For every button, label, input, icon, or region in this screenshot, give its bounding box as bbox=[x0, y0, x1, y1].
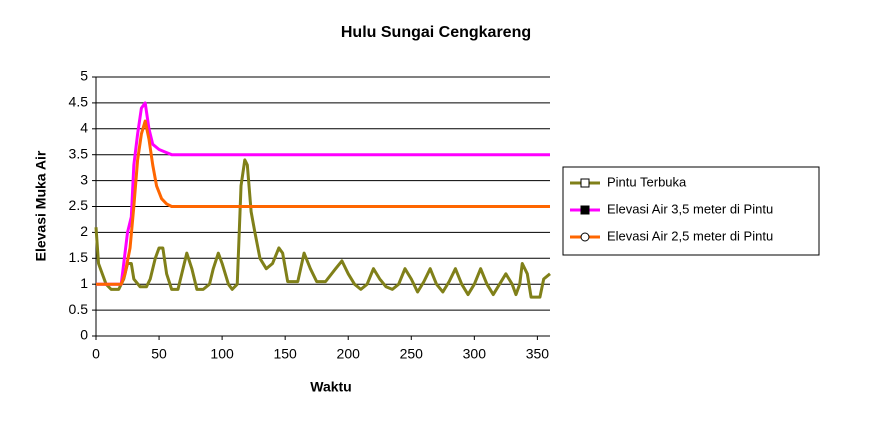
legend-text: Elevasi Air 3,5 meter di Pintu bbox=[607, 201, 773, 216]
chart-title: Hulu Sungai Cengkareng bbox=[341, 24, 531, 41]
x-tick-label: 200 bbox=[337, 346, 361, 362]
legend-text: Pintu Terbuka bbox=[607, 174, 687, 189]
legend-marker bbox=[580, 232, 590, 242]
y-tick-label: 0.5 bbox=[69, 301, 89, 317]
legend-text: Elevasi Air 2,5 meter di Pintu bbox=[607, 228, 773, 243]
x-tick-label: 300 bbox=[463, 346, 487, 362]
x-tick-label: 0 bbox=[92, 346, 100, 362]
x-tick-label: 150 bbox=[273, 346, 297, 362]
y-tick-label: 1 bbox=[80, 275, 88, 291]
y-tick-label: 2.5 bbox=[69, 197, 89, 213]
x-tick-label: 250 bbox=[400, 346, 424, 362]
legend-box bbox=[562, 166, 820, 256]
x-tick-label: 100 bbox=[210, 346, 234, 362]
legend-marker bbox=[580, 178, 590, 188]
x-tick-label: 50 bbox=[151, 346, 167, 362]
series-line bbox=[96, 101, 550, 286]
y-tick-label: 5 bbox=[80, 68, 88, 84]
y-axis-title: Elevasi Muka Air bbox=[33, 150, 49, 261]
y-tick-label: 3 bbox=[80, 171, 88, 187]
y-tick-label: 3.5 bbox=[69, 145, 89, 161]
series-line bbox=[94, 158, 551, 299]
x-axis-title: Waktu bbox=[310, 379, 351, 395]
y-tick-label: 2 bbox=[80, 223, 88, 239]
y-tick-label: 4.5 bbox=[69, 94, 89, 110]
y-tick-label: 1.5 bbox=[69, 249, 89, 265]
y-tick-label: 0 bbox=[80, 327, 88, 343]
x-tick-label: 350 bbox=[526, 346, 550, 362]
y-tick-label: 4 bbox=[80, 120, 88, 136]
series-line bbox=[96, 119, 550, 286]
legend-marker bbox=[580, 205, 590, 215]
